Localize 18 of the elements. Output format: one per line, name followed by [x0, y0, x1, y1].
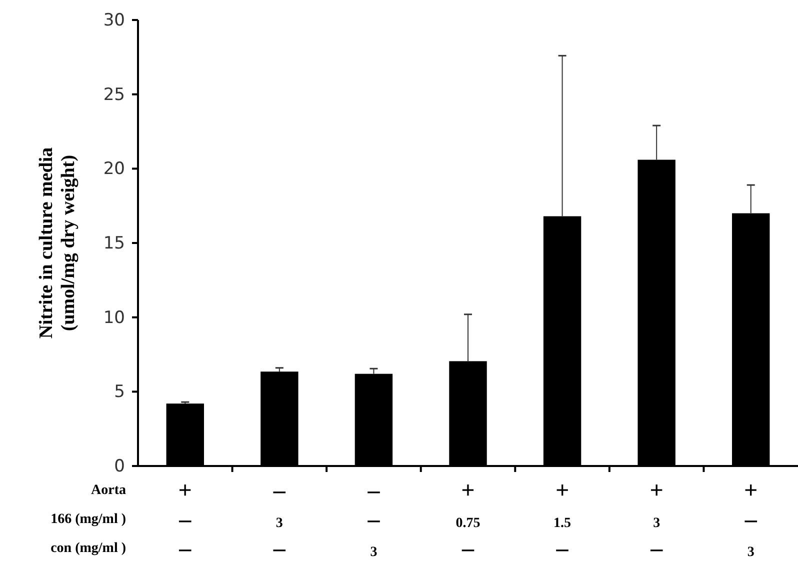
text: 166 (mg/ml ) — [50, 512, 126, 527]
y-tick-label: 30 — [103, 10, 125, 30]
x-tick-label: – – 3 — [366, 478, 381, 560]
text: con (mg/ml ) — [50, 541, 126, 556]
y-tick-label: 10 — [103, 308, 125, 328]
text: Aorta — [91, 483, 126, 498]
y-tick-label: 25 — [103, 84, 125, 105]
y-tick-label: 0 — [114, 456, 125, 476]
x-tick-label: + 1.5 – — [554, 478, 572, 562]
y-tick-label: 20 — [103, 159, 125, 180]
x-tick-label: – 3 – — [272, 478, 286, 562]
x-tick-label: + – 3 — [744, 478, 758, 560]
y-tick-label: 15 — [103, 233, 125, 254]
x-tick-label: + 3 – — [650, 478, 664, 562]
x-tick-label: + – – — [178, 478, 192, 562]
x-tick-label: + 0.75 – — [456, 478, 480, 562]
y-tick-label: 5 — [114, 382, 125, 402]
y-axis-title: Nitrite in culture media (umol/mg dry weight) — [36, 146, 79, 339]
